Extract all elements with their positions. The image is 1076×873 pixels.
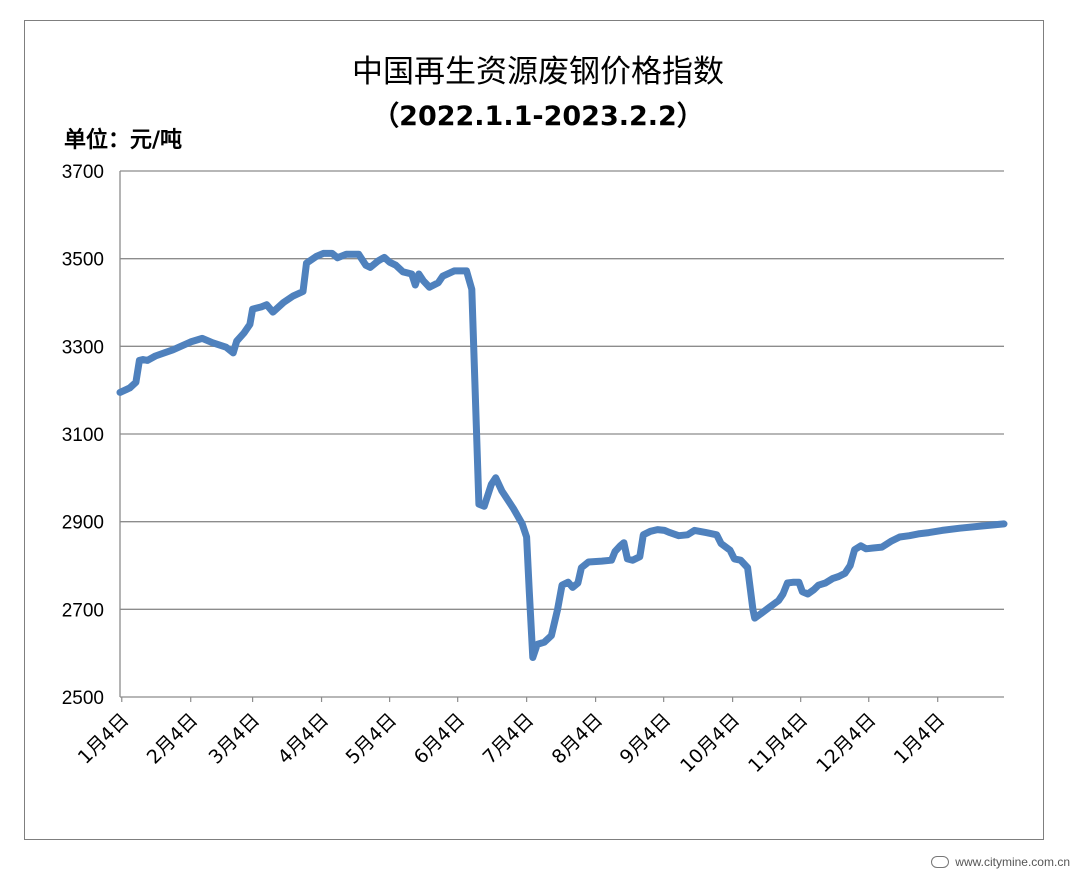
x-tick-label: 10月4日: [676, 709, 744, 777]
logo-icon: [931, 856, 950, 868]
x-tick-label: 12月4日: [812, 709, 880, 777]
x-tick-label: 5月4日: [342, 709, 402, 769]
y-tick-label: 2500: [62, 688, 104, 709]
x-tick-label: 4月4日: [274, 709, 334, 769]
series-line: [116, 249, 1008, 661]
x-tick-label: 11月4日: [744, 709, 812, 777]
x-tick-label: 7月4日: [479, 709, 539, 769]
watermark-text: www.citymine.com.cn: [955, 855, 1070, 869]
x-tick-label: 9月4日: [616, 709, 676, 769]
watermark: www.citymine.com.cn: [931, 855, 1070, 869]
x-axis-ticks: 1月4日 2月4日 3月4日 4月4日 5月4日 6月4日 7月4日 8月4日 9月4日 10月4…: [74, 697, 949, 777]
y-tick-label: 3700: [62, 162, 104, 183]
y-tick-label: 3500: [62, 250, 104, 271]
chart-frame: [24, 20, 1044, 840]
x-tick-label: 1月4日: [74, 709, 134, 769]
x-tick-label: 2月4日: [143, 709, 203, 769]
y-tick-label: 3100: [62, 425, 104, 446]
x-tick-label: 6月4日: [410, 709, 470, 769]
y-tick-label: 3300: [62, 337, 104, 358]
x-tick-label: 3月4日: [205, 709, 265, 769]
chart-subtitle: （2022.1.1-2023.2.2）: [372, 101, 704, 132]
x-tick-label: 8月4日: [548, 709, 608, 769]
y-axis-unit-label: 单位：元/吨: [64, 128, 183, 153]
series-group: [116, 249, 1008, 661]
gridlines: [120, 170, 1004, 698]
y-tick-label: 2700: [62, 600, 104, 621]
y-axis-ticks: 2500 2700 2900 3100 3300 3500 3700: [62, 162, 104, 709]
chart-title: 中国再生资源废钢价格指数: [352, 54, 724, 90]
x-tick-label: 1月4日: [890, 709, 950, 769]
y-tick-label: 2900: [62, 513, 104, 534]
